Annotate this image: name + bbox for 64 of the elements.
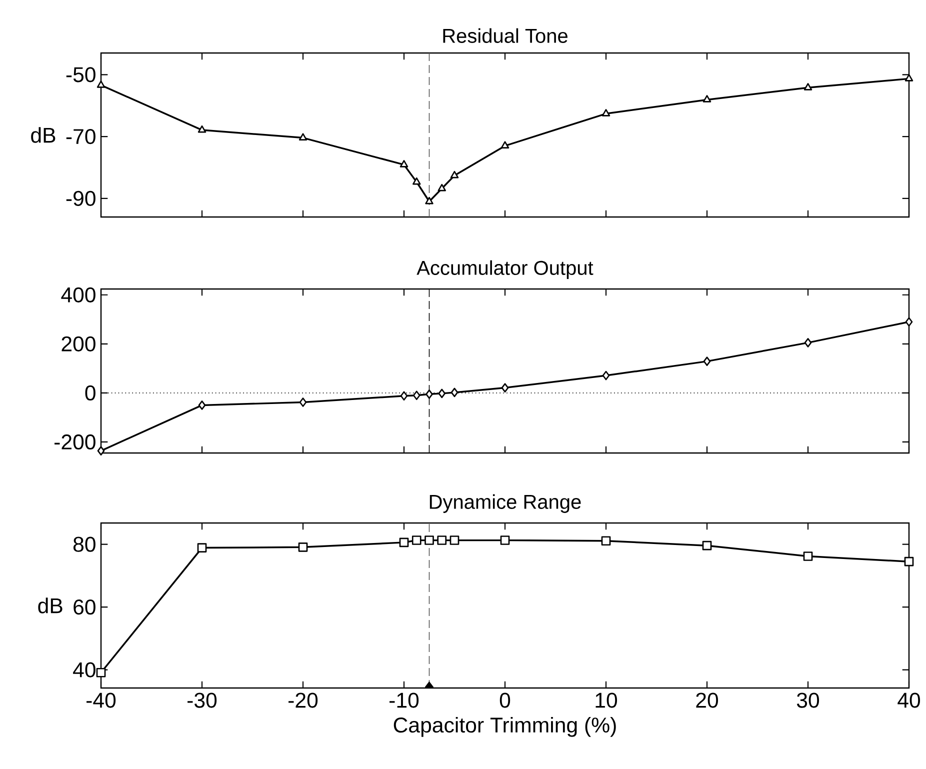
point xyxy=(412,390,420,400)
point xyxy=(424,536,434,545)
point xyxy=(400,160,408,168)
point xyxy=(602,108,610,116)
point xyxy=(601,536,611,546)
y-tick-label: 400 xyxy=(61,287,96,302)
x-tick-label: -40 xyxy=(86,692,116,708)
point xyxy=(198,400,206,410)
point xyxy=(399,538,409,548)
point xyxy=(703,356,711,366)
point xyxy=(500,141,510,148)
point xyxy=(438,184,446,192)
y-tick-label: 40 xyxy=(73,662,96,678)
point xyxy=(198,125,206,133)
point xyxy=(804,82,812,90)
point xyxy=(450,536,460,545)
point xyxy=(96,668,106,678)
point xyxy=(602,370,610,380)
x-tick-label: 10 xyxy=(596,692,618,708)
x-tick-label: 20 xyxy=(696,692,718,708)
y-tick-label: -50 xyxy=(66,67,96,82)
y-axis-title: dB xyxy=(31,127,56,143)
chart-title: Residual Tone xyxy=(443,28,568,43)
point xyxy=(96,80,106,88)
chart-title: Accumulator Output xyxy=(416,260,594,279)
x-tick-label: -10 xyxy=(390,692,419,708)
x-tick-label: 30 xyxy=(796,692,820,708)
point xyxy=(500,536,510,545)
y-tick-label: -200 xyxy=(54,434,96,450)
x-tick-label: -30 xyxy=(188,692,217,708)
point xyxy=(426,390,433,399)
point xyxy=(298,542,308,552)
point xyxy=(702,95,712,102)
point xyxy=(412,536,422,545)
point xyxy=(450,388,458,398)
point xyxy=(298,133,308,140)
point xyxy=(501,383,509,392)
point xyxy=(197,543,207,552)
point xyxy=(400,391,408,401)
x-tick-label: -20 xyxy=(288,692,318,708)
point xyxy=(804,338,812,348)
point xyxy=(702,540,712,550)
point xyxy=(437,536,447,545)
point xyxy=(412,177,421,185)
point xyxy=(803,552,813,561)
point xyxy=(97,446,105,456)
y-tick-label: 60 xyxy=(74,600,96,615)
point xyxy=(299,398,307,407)
y-tick-label: -90 xyxy=(66,190,96,206)
point xyxy=(905,317,913,327)
point xyxy=(904,556,914,566)
y-tick-label: 0 xyxy=(85,385,96,400)
x-axis-title: Capacitor Trimming (%) xyxy=(394,716,616,737)
point xyxy=(438,388,446,398)
point xyxy=(904,74,914,82)
point xyxy=(425,196,434,204)
chart-title: Dynamice Range xyxy=(430,494,581,513)
x-tick-label: 0 xyxy=(500,692,510,708)
y-tick-label: 80 xyxy=(73,536,96,552)
x-tick-label: 40 xyxy=(898,692,920,708)
y-tick-label: 200 xyxy=(62,336,96,352)
point xyxy=(450,170,459,178)
y-axis-title: dB xyxy=(38,598,62,614)
y-tick-label: -70 xyxy=(66,129,96,144)
